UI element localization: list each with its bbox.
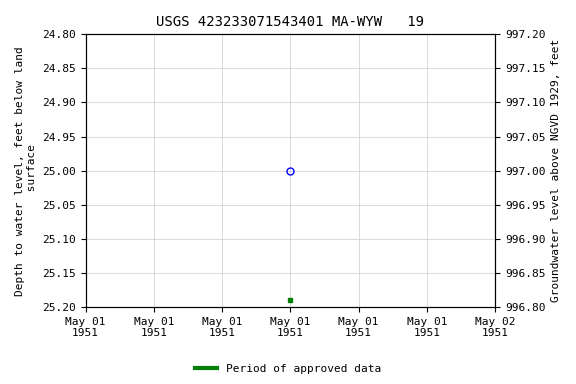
Y-axis label: Groundwater level above NGVD 1929, feet: Groundwater level above NGVD 1929, feet	[551, 39, 561, 302]
Y-axis label: Depth to water level, feet below land
 surface: Depth to water level, feet below land su…	[15, 46, 37, 296]
Title: USGS 423233071543401 MA-WYW   19: USGS 423233071543401 MA-WYW 19	[157, 15, 425, 29]
Legend: Period of approved data: Period of approved data	[191, 359, 385, 379]
